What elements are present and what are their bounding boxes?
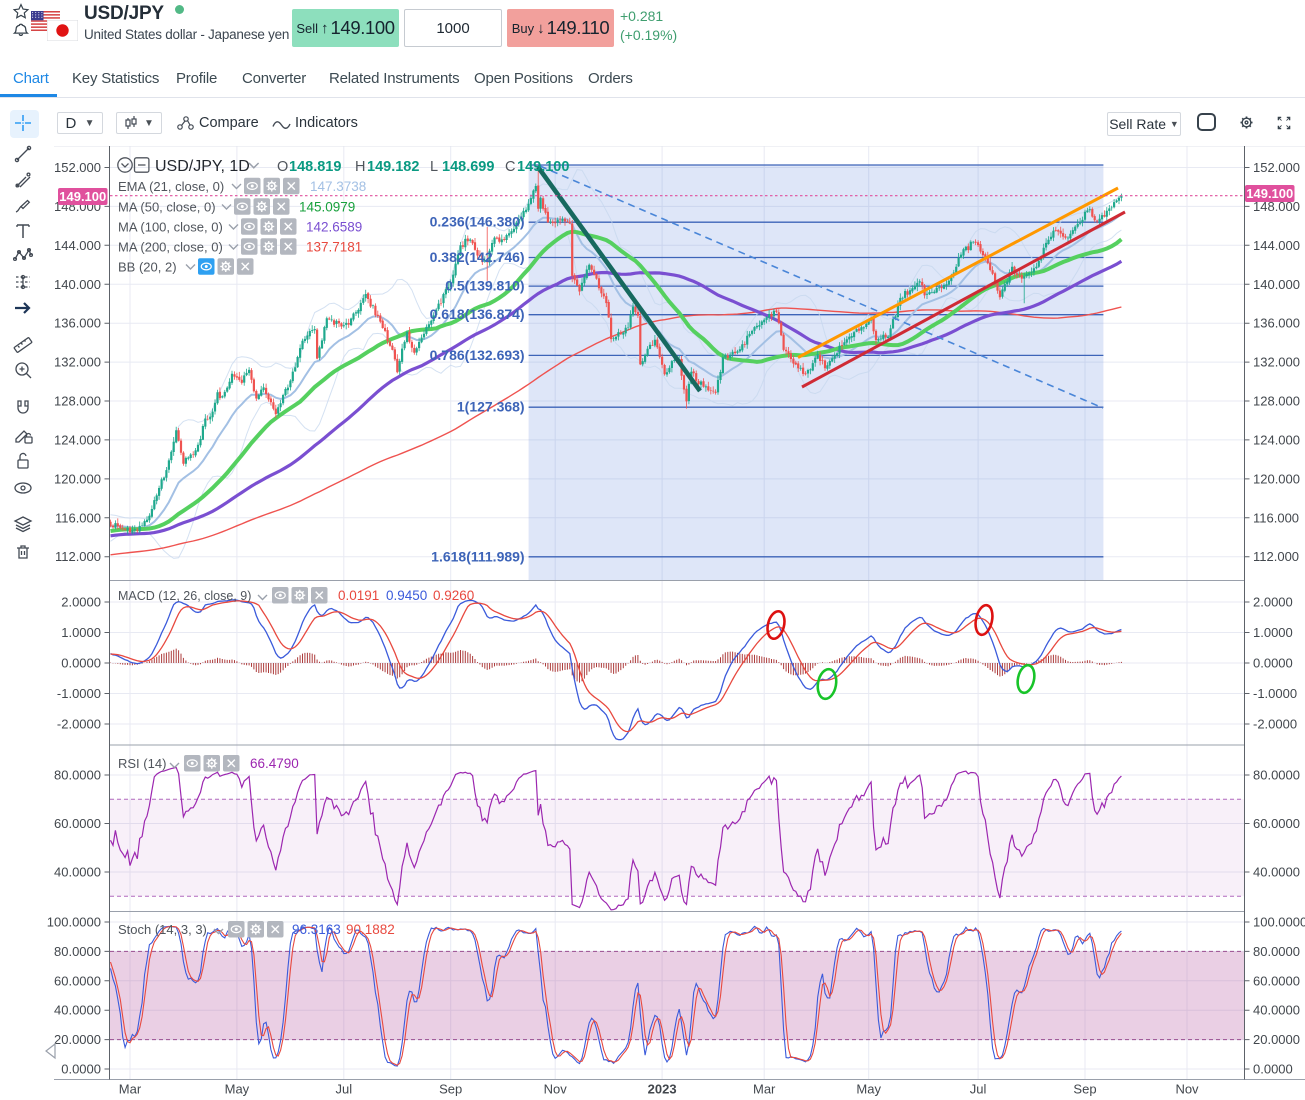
- svg-text:100.0000: 100.0000: [1253, 915, 1305, 930]
- svg-text:-2.0000: -2.0000: [57, 717, 101, 732]
- svg-text:1.0000: 1.0000: [1253, 625, 1293, 640]
- svg-text:Stoch (14, 3, 3): Stoch (14, 3, 3): [118, 922, 207, 937]
- svg-text:80.0000: 80.0000: [54, 944, 101, 959]
- svg-text:80.0000: 80.0000: [1253, 768, 1300, 783]
- svg-text:60.0000: 60.0000: [1253, 816, 1300, 831]
- svg-text:152.000: 152.000: [1253, 160, 1300, 175]
- svg-text:2.0000: 2.0000: [61, 595, 101, 610]
- svg-text:136.000: 136.000: [54, 316, 101, 331]
- svg-text:137.7181: 137.7181: [306, 240, 362, 255]
- svg-text:0.382(142.746): 0.382(142.746): [430, 249, 525, 265]
- svg-text:Sep: Sep: [439, 1082, 462, 1097]
- svg-text:20.0000: 20.0000: [54, 1032, 101, 1047]
- svg-text:144.000: 144.000: [1253, 238, 1300, 253]
- svg-text:0.0000: 0.0000: [1253, 1062, 1293, 1077]
- svg-text:142.6589: 142.6589: [306, 220, 362, 235]
- svg-text:145.0979: 145.0979: [299, 200, 355, 215]
- svg-text:0.0000: 0.0000: [61, 656, 101, 671]
- svg-text:149.100: 149.100: [59, 189, 106, 204]
- svg-text:-2.0000: -2.0000: [1253, 717, 1297, 732]
- svg-text:116.000: 116.000: [1253, 510, 1299, 525]
- svg-text:152.000: 152.000: [54, 160, 101, 175]
- svg-text:66.4790: 66.4790: [250, 756, 299, 771]
- svg-text:148.699: 148.699: [442, 159, 494, 175]
- svg-text:147.3738: 147.3738: [310, 179, 366, 194]
- svg-text:124.000: 124.000: [54, 432, 101, 447]
- svg-text:2.0000: 2.0000: [1253, 595, 1293, 610]
- svg-text:120.000: 120.000: [54, 471, 101, 486]
- svg-text:144.000: 144.000: [54, 238, 101, 253]
- svg-text:40.0000: 40.0000: [54, 1003, 101, 1018]
- svg-text:149.182: 149.182: [367, 159, 419, 175]
- svg-text:-1.0000: -1.0000: [1253, 686, 1297, 701]
- svg-text:140.000: 140.000: [1253, 277, 1300, 292]
- svg-text:124.000: 124.000: [1253, 432, 1300, 447]
- svg-text:40.0000: 40.0000: [1253, 865, 1300, 880]
- svg-text:60.0000: 60.0000: [1253, 973, 1300, 988]
- svg-text:C: C: [505, 159, 515, 175]
- svg-text:120.000: 120.000: [1253, 471, 1300, 486]
- svg-text:149.100: 149.100: [517, 159, 569, 175]
- svg-text:20.0000: 20.0000: [1253, 1032, 1300, 1047]
- svg-text:40.0000: 40.0000: [54, 865, 101, 880]
- svg-text:40.0000: 40.0000: [1253, 1003, 1300, 1018]
- svg-text:96.3163: 96.3163: [292, 922, 341, 937]
- svg-text:0.5(139.810): 0.5(139.810): [445, 278, 524, 294]
- svg-text:0.618(136.874): 0.618(136.874): [430, 306, 525, 322]
- svg-text:0.786(132.693): 0.786(132.693): [430, 347, 525, 363]
- svg-text:O: O: [277, 159, 288, 175]
- svg-text:RSI (14): RSI (14): [118, 756, 166, 771]
- svg-text:MA (50, close, 0): MA (50, close, 0): [118, 200, 216, 215]
- svg-text:148.000: 148.000: [1253, 199, 1300, 214]
- svg-text:0.0191: 0.0191: [338, 588, 379, 603]
- svg-text:BB (20, 2): BB (20, 2): [118, 260, 177, 275]
- svg-text:90.1882: 90.1882: [346, 922, 395, 937]
- svg-text:100.0000: 100.0000: [47, 915, 101, 930]
- svg-text:MA (200, close, 0): MA (200, close, 0): [118, 240, 223, 255]
- svg-text:60.0000: 60.0000: [54, 973, 101, 988]
- svg-text:0.9450: 0.9450: [386, 588, 427, 603]
- svg-text:112.000: 112.000: [55, 549, 101, 564]
- svg-text:0.0000: 0.0000: [1253, 656, 1293, 671]
- svg-text:136.000: 136.000: [1253, 316, 1300, 331]
- svg-text:Jul: Jul: [335, 1082, 352, 1097]
- svg-text:MA (100, close, 0): MA (100, close, 0): [118, 220, 223, 235]
- svg-text:May: May: [225, 1082, 250, 1097]
- svg-text:Nov: Nov: [544, 1082, 568, 1097]
- svg-text:2023: 2023: [648, 1082, 677, 1097]
- svg-text:H: H: [355, 159, 365, 175]
- svg-text:140.000: 140.000: [54, 277, 101, 292]
- svg-text:1.618(111.989): 1.618(111.989): [431, 548, 524, 564]
- svg-text:0.0000: 0.0000: [61, 1062, 101, 1077]
- svg-text:132.000: 132.000: [54, 355, 101, 370]
- svg-text:128.000: 128.000: [54, 394, 101, 409]
- svg-text:60.0000: 60.0000: [54, 816, 101, 831]
- svg-text:1.0000: 1.0000: [61, 625, 101, 640]
- svg-text:0.236(146.380): 0.236(146.380): [430, 214, 525, 230]
- svg-text:May: May: [856, 1082, 881, 1097]
- svg-text:L: L: [430, 159, 438, 175]
- svg-text:Jul: Jul: [970, 1082, 987, 1097]
- svg-text:-1.0000: -1.0000: [57, 686, 101, 701]
- svg-text:80.0000: 80.0000: [54, 768, 101, 783]
- svg-text:0.9260: 0.9260: [433, 588, 474, 603]
- svg-text:1(127.368): 1(127.368): [457, 399, 525, 415]
- svg-text:Mar: Mar: [753, 1082, 776, 1097]
- svg-text:EMA (21, close, 0): EMA (21, close, 0): [118, 179, 224, 194]
- svg-text:MACD (12, 26, close, 9): MACD (12, 26, close, 9): [118, 589, 251, 603]
- svg-text:148.819: 148.819: [289, 159, 341, 175]
- svg-text:112.000: 112.000: [1253, 549, 1299, 564]
- svg-text:Sep: Sep: [1073, 1082, 1096, 1097]
- svg-text:Mar: Mar: [119, 1082, 142, 1097]
- svg-text:80.0000: 80.0000: [1253, 944, 1300, 959]
- svg-text:149.100: 149.100: [1246, 186, 1293, 201]
- svg-text:Nov: Nov: [1175, 1082, 1199, 1097]
- svg-text:USD/JPY, 1D: USD/JPY, 1D: [155, 158, 250, 175]
- svg-text:116.000: 116.000: [55, 510, 101, 525]
- svg-text:132.000: 132.000: [1253, 355, 1300, 370]
- svg-text:128.000: 128.000: [1253, 394, 1300, 409]
